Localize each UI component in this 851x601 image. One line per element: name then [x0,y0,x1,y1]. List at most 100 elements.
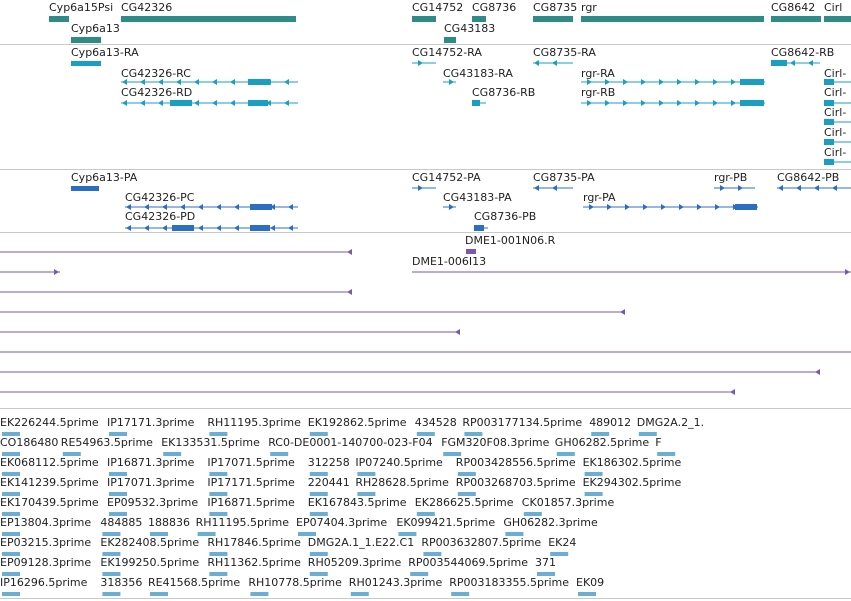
gene-label[interactable]: CG43183 [444,22,496,35]
read-label[interactable]: EK09 [576,576,605,589]
read-label[interactable]: RP003177134.5prime [462,416,583,429]
cds-strand-arrow[interactable] [216,225,221,231]
est-end-arrow[interactable] [347,289,352,295]
read-glyph[interactable] [102,572,121,576]
cds-exon[interactable] [250,225,270,231]
read-label[interactable]: RH10778.5prime [248,576,342,589]
read-label[interactable]: 188836 [148,516,190,529]
read-label[interactable]: EP13804.3prime [0,516,92,529]
cds-strand-arrow[interactable] [832,185,837,191]
read-glyph[interactable] [578,592,596,596]
read-label[interactable]: 434528 [414,416,457,429]
read-glyph[interactable] [197,532,216,536]
gene-bar[interactable] [771,16,821,22]
read-label[interactable]: 371 [535,556,556,569]
transcript-strand-arrow[interactable] [266,79,271,85]
read-glyph[interactable] [209,572,228,576]
read-label[interactable]: EK068112.5prime [0,456,99,469]
read-label[interactable]: RP003183355.5prime [449,576,569,589]
transcript-strand-arrow[interactable] [176,100,181,106]
protein-label[interactable]: CG8736-PB [474,210,537,223]
read-glyph[interactable] [109,492,127,496]
read-label[interactable]: EK199250.5prime [100,556,200,569]
read-label[interactable]: EP09128.3prime [0,556,92,569]
transcript-strand-arrow[interactable] [749,79,754,85]
cds-strand-arrow[interactable] [162,204,167,210]
read-label[interactable]: EP03215.3prime [0,536,92,549]
read-glyph[interactable] [2,472,20,476]
transcript-strand-arrow[interactable] [473,100,478,106]
cds-strand-arrow[interactable] [144,204,149,210]
cds-strand-arrow[interactable] [180,225,185,231]
read-glyph[interactable] [550,552,569,556]
protein-label[interactable]: rgr-PB [714,171,748,184]
read-label[interactable]: EK192862.5prime [307,416,407,429]
cds-strand-arrow[interactable] [534,185,539,191]
transcript-label[interactable]: CG42326-RC [121,67,191,80]
cds-strand-arrow[interactable] [252,225,257,231]
read-label[interactable]: CO186480 [0,436,59,449]
transcript-label[interactable]: CG8736-RB [472,86,536,99]
read-glyph[interactable] [537,572,555,576]
protein-label[interactable]: CG14752-PA [412,171,481,184]
read-glyph[interactable] [270,452,289,456]
transcript-strand-arrow[interactable] [731,100,736,106]
transcript-label[interactable]: Cirl- [824,86,847,99]
read-label[interactable]: RH01243.3prime [348,576,443,589]
read-label[interactable]: RP003632807.5prime [421,536,542,549]
cds-strand-arrow[interactable] [288,225,293,231]
read-label[interactable]: EK099421.5prime [396,516,496,529]
transcript-label[interactable]: Cirl- [824,67,847,80]
transcript-label[interactable]: CG43183-RA [443,67,513,80]
read-label[interactable]: IP17171.3prime [107,416,195,429]
read-glyph[interactable] [584,492,603,496]
read-glyph[interactable] [309,492,328,496]
read-glyph[interactable] [250,592,269,596]
read-glyph[interactable] [638,432,657,436]
read-glyph[interactable] [357,492,376,496]
transcript-strand-arrow[interactable] [623,79,628,85]
cds-strand-arrow[interactable] [778,185,783,191]
transcript-strand-arrow[interactable] [212,100,217,106]
cds-strand-arrow[interactable] [589,204,594,210]
gene-label[interactable]: CG8736 [472,1,517,14]
transcript-strand-arrow[interactable] [830,100,835,106]
read-glyph[interactable] [523,512,542,516]
transcript-exon[interactable] [824,119,834,125]
read-label[interactable]: RH11195.5prime [195,516,290,529]
read-glyph[interactable] [2,432,20,436]
est-end-arrow[interactable] [455,329,460,335]
read-label[interactable]: IP16871.5prime [207,496,295,509]
gene-bar[interactable] [581,16,764,22]
cds-strand-arrow[interactable] [720,185,725,191]
transcript-exon[interactable] [824,159,834,165]
protein-label[interactable]: CG42326-PC [125,191,195,204]
read-glyph[interactable] [309,572,328,576]
read-label[interactable]: IP07240.5prime [355,456,443,469]
transcript-label[interactable]: CG8735-RA [533,46,596,59]
transcript-strand-arrow[interactable] [749,100,754,106]
read-label[interactable]: RH05209.3prime [307,556,402,569]
read-label[interactable]: IP16871.3prime [107,456,195,469]
cds-strand-arrow[interactable] [270,204,275,210]
transcript-exon[interactable] [824,79,834,85]
read-label[interactable]: RP003268703.5prime [455,476,576,489]
cds-strand-arrow[interactable] [751,204,756,210]
transcript-exon[interactable] [824,139,834,145]
cds-strand-arrow[interactable] [288,204,293,210]
transcript-label[interactable]: rgr-RA [581,67,615,80]
cds-strand-arrow[interactable] [418,185,423,191]
read-label[interactable]: IP17071.3prime [107,476,195,489]
transcript-exon[interactable] [248,100,268,106]
gene-label[interactable]: Cyp6a15Psi [49,1,114,14]
read-glyph[interactable] [2,492,20,496]
cds-strand-arrow[interactable] [144,225,149,231]
read-glyph[interactable] [109,512,127,516]
transcript-strand-arrow[interactable] [641,79,646,85]
est-end-arrow[interactable] [347,249,352,255]
read-glyph[interactable] [102,592,121,596]
gene-bar[interactable] [444,37,456,43]
transcript-label[interactable]: CG8642-RB [771,46,835,59]
cds-strand-arrow[interactable] [643,204,648,210]
transcript-strand-arrow[interactable] [158,79,163,85]
